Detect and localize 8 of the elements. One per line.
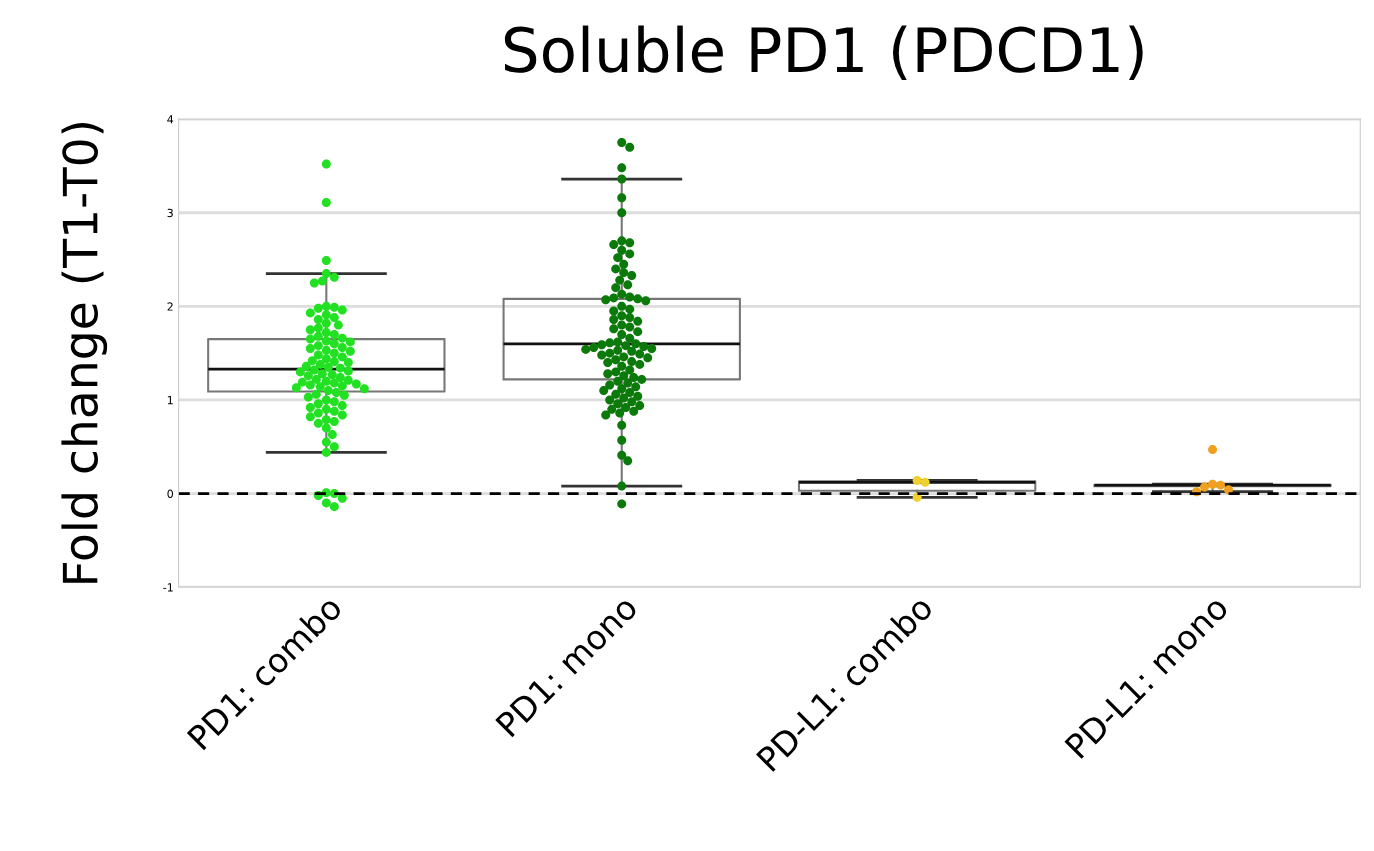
y-tick-label: 1 (167, 396, 173, 405)
y-tick-label: 4 (167, 115, 174, 124)
y-tick-label: 2 (167, 302, 173, 311)
y-tick-label: -1 (163, 583, 173, 592)
y-tick-label: 0 (167, 489, 174, 498)
chart-title: Soluble PD1 (PDCD1) (504, 25, 1143, 81)
y-tick-label: 3 (167, 208, 173, 218)
y-axis-title: Fold change (T1-T0) (61, 122, 108, 583)
